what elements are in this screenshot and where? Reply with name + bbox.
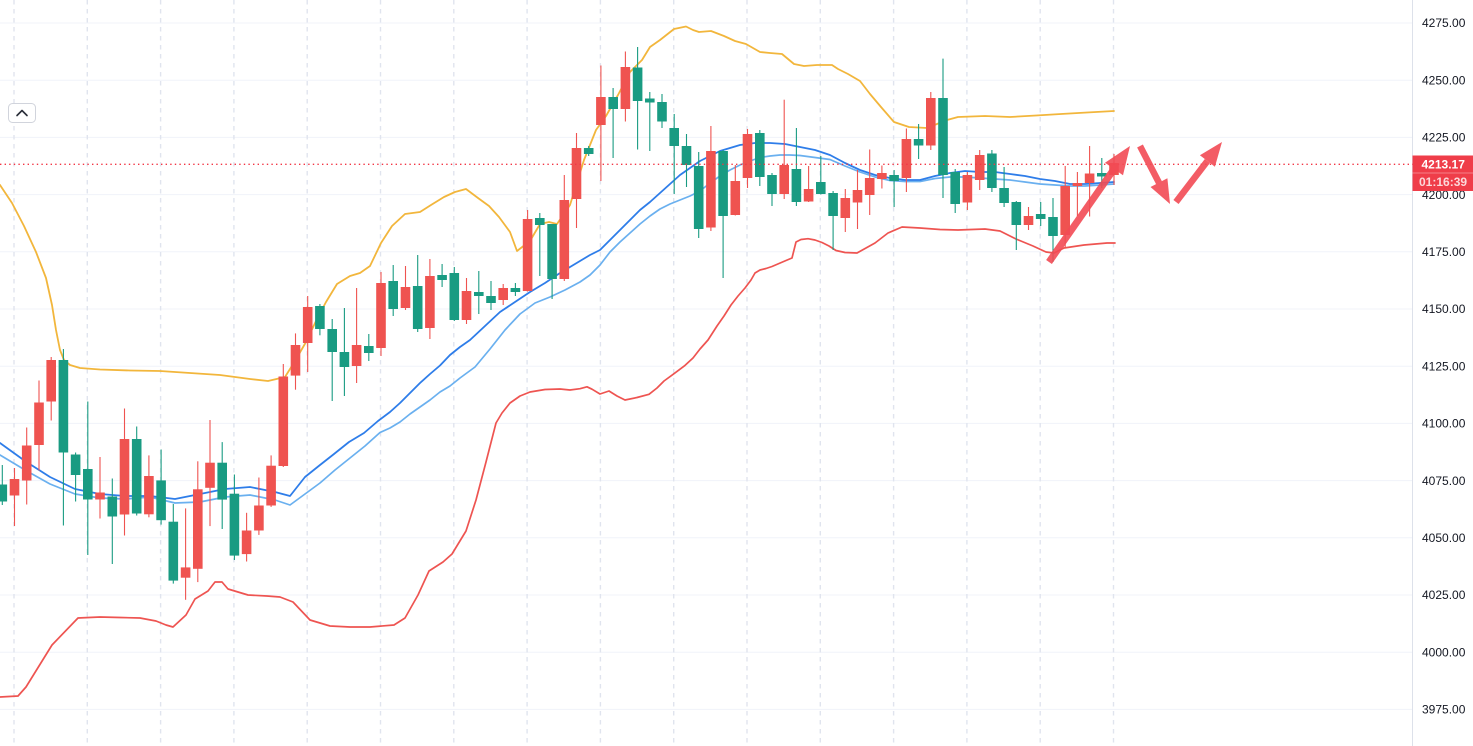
- svg-text:4200.00: 4200.00: [1422, 188, 1466, 202]
- svg-text:4275.00: 4275.00: [1422, 16, 1466, 30]
- svg-text:4125.00: 4125.00: [1422, 359, 1466, 373]
- svg-text:4075.00: 4075.00: [1422, 474, 1466, 488]
- svg-text:4000.00: 4000.00: [1422, 645, 1466, 659]
- svg-text:4225.00: 4225.00: [1422, 131, 1466, 145]
- svg-text:4250.00: 4250.00: [1422, 73, 1466, 87]
- svg-text:01:16:39: 01:16:39: [1419, 175, 1467, 189]
- svg-text:4213.17: 4213.17: [1422, 158, 1466, 172]
- svg-text:4050.00: 4050.00: [1422, 531, 1466, 545]
- svg-text:4025.00: 4025.00: [1422, 588, 1466, 602]
- svg-text:4100.00: 4100.00: [1422, 417, 1466, 431]
- svg-text:3975.00: 3975.00: [1422, 703, 1466, 717]
- svg-text:4150.00: 4150.00: [1422, 302, 1466, 316]
- svg-text:4175.00: 4175.00: [1422, 245, 1466, 259]
